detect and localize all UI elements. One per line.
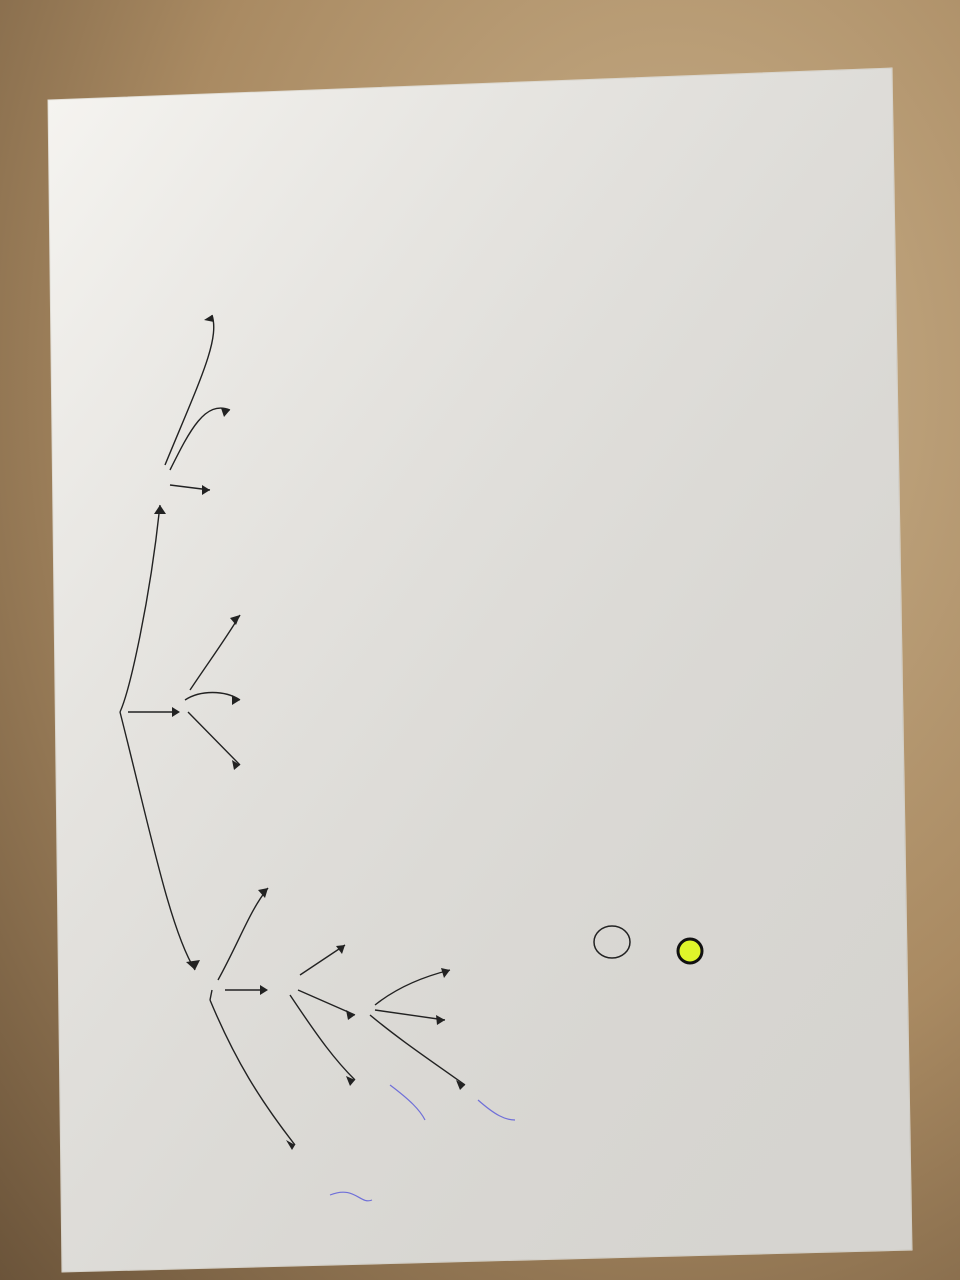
recursion-tree bbox=[119, 314, 466, 1146]
legend-highlight-swatch bbox=[676, 937, 704, 965]
arrowheads bbox=[154, 315, 465, 1150]
equation-node-circle bbox=[593, 925, 631, 959]
final-equation bbox=[593, 925, 631, 959]
legend bbox=[676, 937, 704, 965]
purple-arrows bbox=[329, 1084, 516, 1202]
notebook-page bbox=[47, 67, 913, 1273]
